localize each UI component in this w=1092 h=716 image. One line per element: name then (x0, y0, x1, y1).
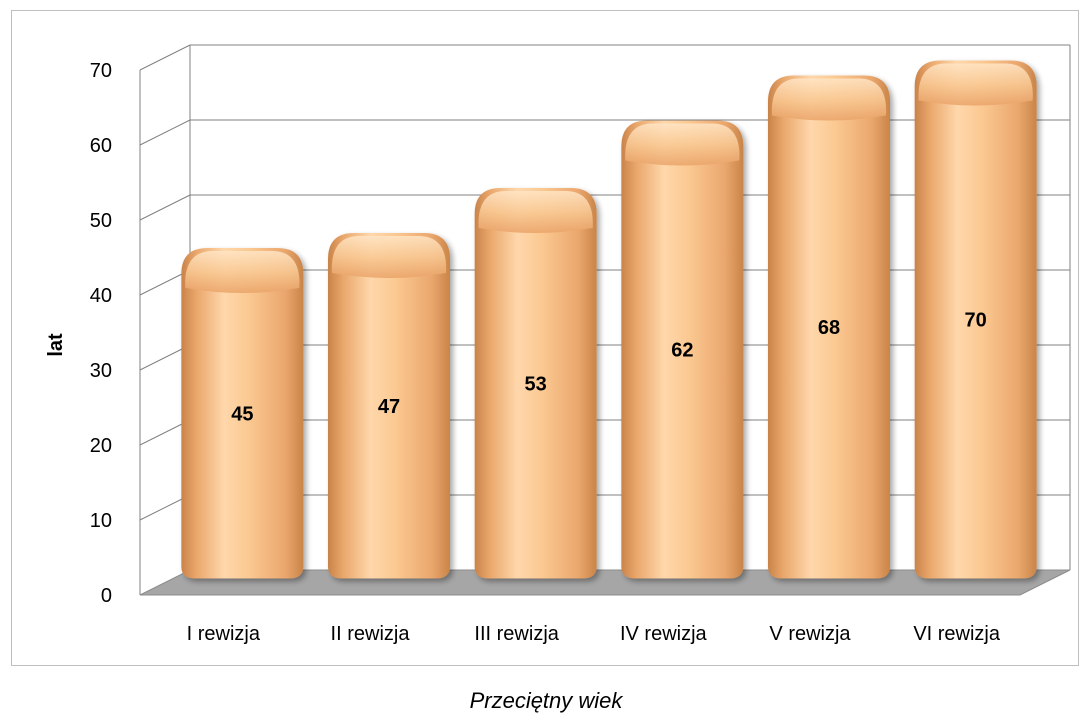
data-label: 45 (231, 403, 253, 425)
y-tick-label: 70 (90, 60, 112, 82)
bar-cap (625, 123, 740, 166)
y-tick-label: 20 (90, 435, 112, 457)
bar (181, 248, 304, 579)
bar-body (768, 75, 890, 579)
y-tick-label: 0 (101, 585, 112, 607)
gridline-diagonal (139, 119, 191, 146)
bar (621, 120, 744, 579)
bar-cap (185, 251, 300, 293)
bar (914, 60, 1037, 579)
y-axis-ticks: 0 10 20 30 40 50 60 70 (90, 60, 112, 607)
x-tick-label: I rewizja (187, 623, 261, 645)
x-axis-labels: I rewizja II rewizja III rewizja IV rewizja… (187, 623, 1001, 645)
x-tick-label: IV rewizja (620, 623, 708, 645)
x-tick-label: III rewizja (474, 623, 559, 645)
data-label: 70 (965, 310, 987, 332)
bar (474, 188, 597, 579)
y-tick-label: 40 (90, 285, 112, 307)
data-label: 47 (378, 396, 400, 418)
bars: 45 47 53 62 68 70 (181, 60, 1037, 579)
bar (768, 75, 890, 579)
x-tick-label: VI rewizja (913, 623, 1001, 645)
chart-caption: Przeciętny wiek (469, 688, 623, 713)
bar-body (914, 60, 1037, 579)
x-tick-label: V rewizja (769, 623, 851, 645)
data-label: 62 (671, 340, 693, 362)
y-tick-label: 10 (90, 510, 112, 532)
bar-body (474, 188, 597, 579)
data-label: 53 (525, 373, 547, 395)
bar-cap (331, 236, 447, 278)
bar-body (621, 120, 744, 579)
y-tick-label: 50 (90, 210, 112, 232)
y-tick-label: 30 (90, 360, 112, 382)
bar-cap (918, 63, 1033, 106)
x-tick-label: II rewizja (331, 623, 411, 645)
gridline-diagonal (139, 44, 191, 71)
y-axis-title: lat (45, 333, 67, 357)
bar (328, 233, 450, 579)
bar-body (181, 248, 304, 579)
y-tick-label: 60 (90, 135, 112, 157)
gridline-diagonal (139, 194, 191, 221)
bar-cap (478, 191, 593, 233)
bar-body (328, 233, 450, 579)
data-label: 68 (818, 317, 840, 339)
bar-cap (771, 78, 887, 121)
